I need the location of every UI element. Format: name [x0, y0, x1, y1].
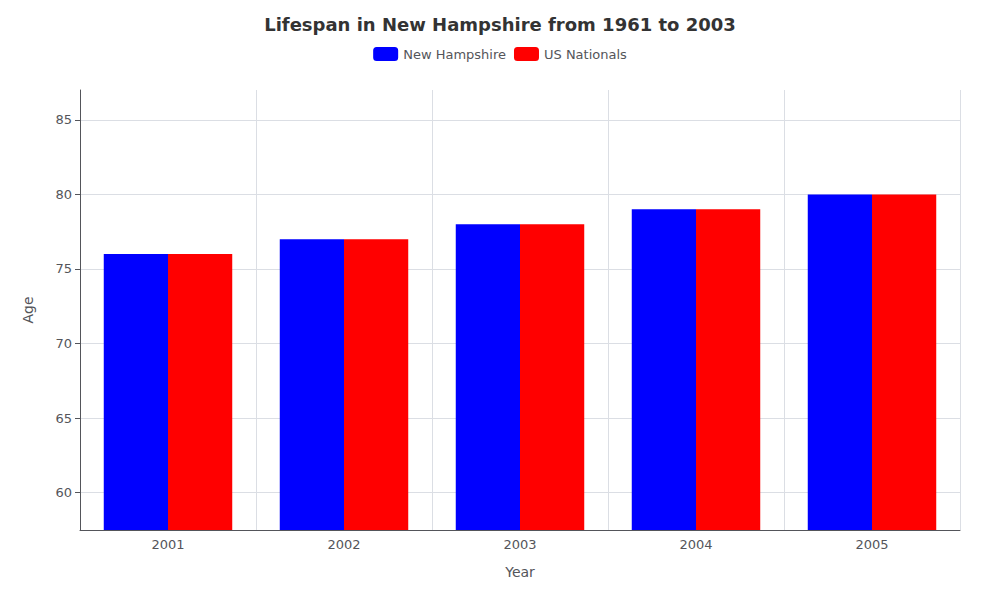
- svg-text:2003: 2003: [503, 537, 536, 552]
- svg-text:2004: 2004: [679, 537, 712, 552]
- svg-text:80: 80: [55, 187, 72, 202]
- svg-text:2002: 2002: [327, 537, 360, 552]
- svg-text:70: 70: [55, 336, 72, 351]
- svg-text:US Nationals: US Nationals: [544, 47, 627, 62]
- svg-text:65: 65: [55, 411, 72, 426]
- svg-text:Age: Age: [20, 296, 36, 323]
- svg-text:60: 60: [55, 485, 72, 500]
- svg-text:2001: 2001: [151, 537, 184, 552]
- svg-text:85: 85: [55, 112, 72, 127]
- svg-text:2005: 2005: [855, 537, 888, 552]
- svg-text:75: 75: [55, 261, 72, 276]
- svg-text:New Hampshire: New Hampshire: [403, 47, 506, 62]
- svg-text:Year: Year: [504, 564, 535, 580]
- svg-text:Lifespan in New Hampshire from: Lifespan in New Hampshire from 1961 to 2…: [264, 14, 736, 35]
